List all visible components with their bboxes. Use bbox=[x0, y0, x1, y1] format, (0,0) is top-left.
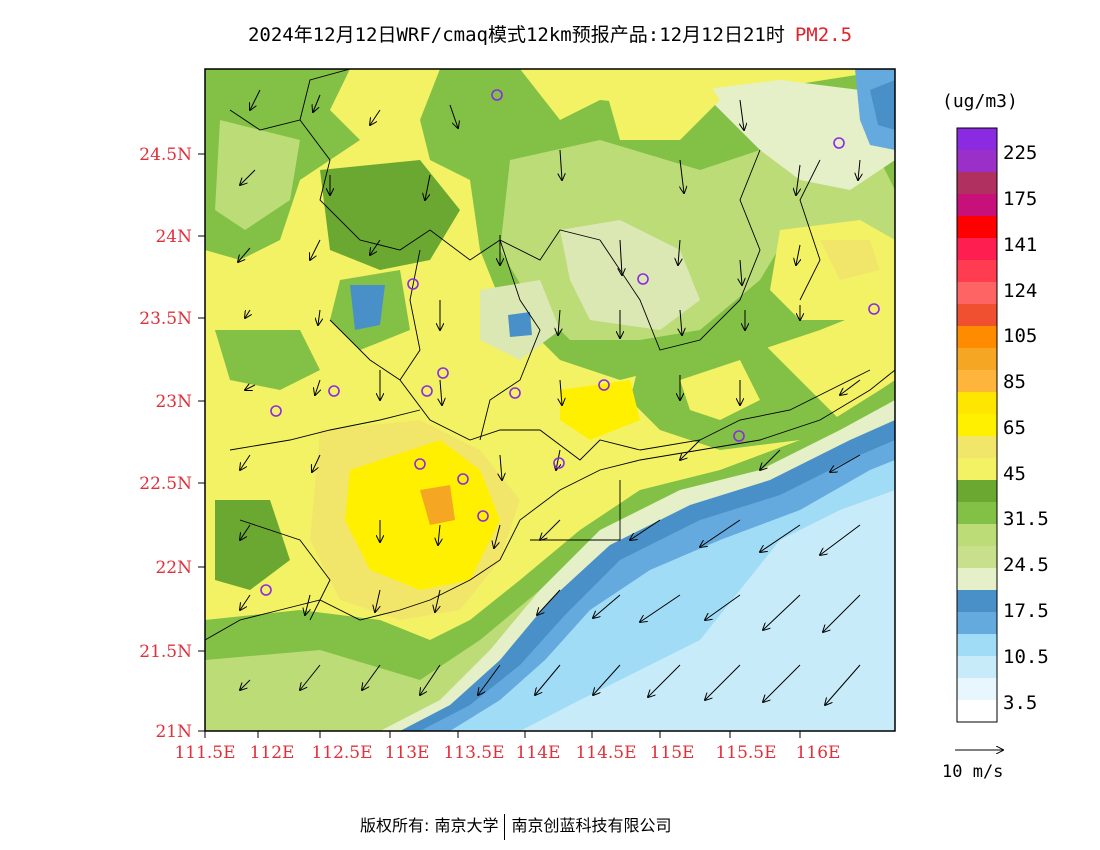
colorbar-swatch bbox=[957, 260, 997, 283]
x-tick-label: 112.5E bbox=[311, 743, 372, 763]
y-tick-label: 22N bbox=[155, 558, 192, 578]
colorbar-label: 85 bbox=[1003, 371, 1026, 393]
colorbar-label: 65 bbox=[1003, 417, 1026, 439]
copyright-footer: 版权所有: 南京大学 南京创蓝科技有限公司 bbox=[360, 812, 672, 840]
colorbar-frame bbox=[956, 127, 998, 723]
footer-divider bbox=[504, 813, 506, 840]
wind-vectors bbox=[238, 89, 860, 705]
y-tick-label: 23.5N bbox=[139, 309, 192, 329]
colorbar-swatch bbox=[957, 678, 997, 701]
colorbar-swatch bbox=[957, 634, 997, 657]
x-axis-labels: 111.5E 112E 112.5E 113E 113.5E 114E 114.… bbox=[174, 743, 840, 763]
colorbar-swatch bbox=[957, 656, 997, 679]
colorbar-label: 141 bbox=[1003, 234, 1037, 256]
x-tick-label: 114.5E bbox=[575, 743, 636, 763]
colorbar-swatch bbox=[957, 370, 997, 393]
colorbar-swatch bbox=[957, 458, 997, 481]
colorbar-label: 105 bbox=[1003, 325, 1037, 347]
colorbar-swatch bbox=[957, 436, 997, 459]
station-markers bbox=[260, 89, 880, 596]
colorbar-swatch bbox=[957, 150, 997, 173]
wind-reference-label: 10 m/s bbox=[942, 762, 1004, 782]
colorbar-swatch bbox=[957, 172, 997, 195]
colorbar-swatch bbox=[957, 502, 997, 525]
x-tick-label: 113E bbox=[385, 743, 430, 763]
x-tick-label: 112E bbox=[250, 743, 295, 763]
colorbar-label: 124 bbox=[1003, 280, 1037, 302]
concentration-field bbox=[205, 69, 895, 731]
x-tick-label: 113.5E bbox=[443, 743, 504, 763]
admin-boundaries bbox=[205, 69, 895, 641]
y-tick-label: 22.5N bbox=[139, 474, 192, 494]
colorbar-swatch bbox=[957, 128, 997, 151]
x-tick-label: 114E bbox=[516, 743, 561, 763]
colorbar-swatch bbox=[957, 348, 997, 371]
colorbar-swatch bbox=[957, 392, 997, 415]
colorbar-swatch bbox=[957, 414, 997, 437]
title-pollutant: PM2.5 bbox=[794, 24, 853, 46]
x-tick-label: 115.5E bbox=[715, 743, 776, 763]
colorbar-label: 24.5 bbox=[1003, 554, 1049, 576]
colorbar-swatch bbox=[957, 216, 997, 239]
colorbar-unit: (ug/m3) bbox=[942, 91, 1018, 112]
map-frame bbox=[204, 68, 896, 732]
colorbar-label: 10.5 bbox=[1003, 646, 1049, 668]
y-tick-label: 21N bbox=[155, 722, 192, 742]
colorbar bbox=[956, 127, 998, 723]
colorbar-swatch bbox=[957, 326, 997, 349]
y-tick-label: 23N bbox=[155, 392, 192, 412]
copyright-company: 南京创蓝科技有限公司 bbox=[511, 816, 672, 835]
colorbar-swatch bbox=[957, 524, 997, 547]
y-axis-labels: 21N 21.5N 22N 22.5N 23N 23.5N 24N 24.5N bbox=[139, 145, 192, 742]
colorbar-label: 31.5 bbox=[1003, 508, 1049, 530]
colorbar-swatch bbox=[957, 700, 997, 723]
colorbar-label: 45 bbox=[1003, 463, 1026, 485]
colorbar-swatch bbox=[957, 612, 997, 635]
colorbar-swatch bbox=[957, 480, 997, 503]
tick-marks bbox=[198, 153, 801, 738]
copyright-owner: 版权所有: 南京大学 bbox=[360, 816, 499, 835]
title-main: 2024年12月12日WRF/cmaq模式12km预报产品:12月12日21时 bbox=[247, 24, 785, 46]
colorbar-swatch bbox=[957, 568, 997, 591]
colorbar-swatch bbox=[957, 304, 997, 327]
y-tick-label: 21.5N bbox=[139, 642, 192, 662]
x-tick-label: 111.5E bbox=[174, 743, 235, 763]
colorbar-swatch bbox=[957, 282, 997, 305]
x-tick-label: 116E bbox=[796, 743, 841, 763]
colorbar-label: 175 bbox=[1003, 188, 1037, 210]
colorbar-label: 225 bbox=[1003, 142, 1037, 164]
y-tick-label: 24N bbox=[155, 227, 192, 247]
map-title: 2024年12月12日WRF/cmaq模式12km预报产品:12月12日21时 P… bbox=[0, 20, 1100, 47]
colorbar-labels: 225 175 141 124 105 85 65 45 31.5 24.5 1… bbox=[1003, 142, 1049, 714]
y-tick-label: 24.5N bbox=[139, 145, 192, 165]
colorbar-swatch bbox=[957, 194, 997, 217]
colorbar-swatch bbox=[957, 238, 997, 261]
colorbar-label: 3.5 bbox=[1003, 692, 1037, 714]
x-tick-label: 115E bbox=[650, 743, 695, 763]
colorbar-label: 17.5 bbox=[1003, 600, 1049, 622]
colorbar-swatch bbox=[957, 590, 997, 613]
colorbar-swatch bbox=[957, 546, 997, 569]
